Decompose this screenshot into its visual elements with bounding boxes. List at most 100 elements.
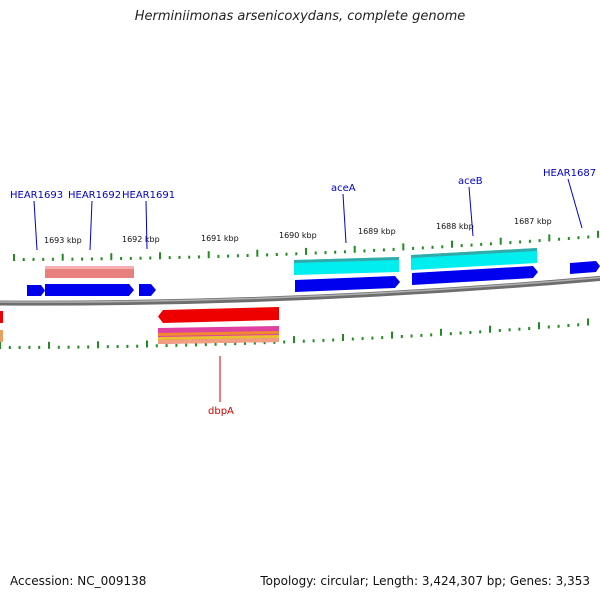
gene-arrow-hear1693[interactable]: [27, 285, 45, 296]
feature-cyan-edge-acea: [294, 257, 399, 263]
scale-label-1693: 1693 kbp: [44, 236, 82, 245]
gene-arrow-aceb[interactable]: [412, 266, 538, 285]
scale-reverse-tick: [322, 338, 325, 342]
gene-label-dbpa[interactable]: dbpA: [208, 406, 234, 417]
scale-forward-tick: [236, 254, 239, 258]
scale-reverse-tick: [126, 344, 129, 348]
scale-forward-tick: [460, 244, 463, 248]
scale-forward-tick: [558, 237, 561, 241]
scale-reverse-tick: [57, 345, 60, 349]
scale-label-1688: 1688 kbp: [436, 222, 474, 231]
leader-acea: [342, 193, 347, 244]
scale-forward-tick: [412, 246, 415, 250]
scale-reverse-tick: [77, 345, 80, 349]
scale-reverse-tick: [557, 324, 560, 328]
scale-reverse-tick: [567, 324, 570, 327]
gene-arrow-acea[interactable]: [295, 276, 400, 292]
scale-reverse-tick: [518, 327, 521, 331]
leader-hear1691: [145, 200, 148, 250]
scale-forward-tick: [392, 247, 395, 251]
scale-forward-tick: [402, 243, 405, 251]
scale-forward-tick: [353, 245, 356, 253]
scale-reverse-tick: [479, 330, 482, 334]
feature-left-edge-stack: [0, 330, 3, 342]
scale-reverse-tick: [498, 329, 501, 332]
scale-forward-tick: [587, 235, 590, 239]
scale-forward-tick: [188, 255, 191, 259]
scale-forward-tick: [528, 239, 531, 243]
map-title: Herminiimonas arsenicoxydans, complete g…: [134, 9, 466, 24]
scale-forward-tick: [295, 252, 298, 256]
scale-reverse-tick: [587, 318, 589, 326]
gene-label-hear1687[interactable]: HEAR1687: [543, 168, 596, 179]
scale-reverse-tick: [87, 345, 90, 349]
scale-reverse-tick: [224, 342, 227, 346]
scale-forward-tick: [470, 243, 473, 247]
scale-reverse-tick: [293, 336, 295, 344]
scale-reverse-tick: [400, 335, 403, 338]
scale-reverse-tick: [381, 336, 384, 340]
leader-hear1687: [567, 178, 583, 229]
scale-label-1687: 1687 kbp: [514, 217, 552, 226]
feature-stack-yellow: [158, 335, 279, 340]
scale-forward-tick: [81, 257, 84, 261]
gene-arrow-hear1691[interactable]: [139, 284, 156, 296]
gene-arrow-hear1692[interactable]: [45, 284, 134, 296]
scale-forward-tick: [227, 254, 230, 258]
scale-reverse-tick: [440, 328, 442, 336]
scale-forward-tick: [548, 234, 551, 242]
scale-forward-tick: [51, 257, 54, 261]
scale-reverse-tick: [351, 337, 354, 341]
scale-forward-tick: [577, 236, 580, 240]
scale-forward-tick: [597, 230, 599, 238]
scale-forward-tick: [324, 251, 327, 255]
scale-reverse-tick: [48, 341, 50, 349]
feature-salmon-highlight: [45, 266, 134, 269]
scale-reverse-tick: [371, 336, 374, 340]
scale-reverse-tick: [332, 338, 335, 342]
gene-label-hear1691[interactable]: HEAR1691: [122, 190, 175, 201]
scale-forward-tick: [538, 239, 541, 243]
scale-reverse-tick: [67, 345, 70, 349]
gene-label-acea[interactable]: aceA: [331, 183, 356, 194]
gene-arrow-dbpa[interactable]: [158, 307, 279, 323]
scale-reverse-tick: [430, 333, 433, 337]
scale-forward-tick: [509, 241, 512, 245]
genome-backbone: [0, 275, 600, 306]
scale-forward-tick: [480, 242, 483, 246]
gene-arrow-hear1687[interactable]: [570, 261, 600, 274]
feature-stack-peach: [158, 338, 279, 344]
scale-reverse-tick: [528, 327, 531, 330]
scale-reverse-tick: [420, 333, 423, 337]
scale-forward-tick: [110, 253, 113, 261]
scale-forward-tick: [373, 248, 376, 252]
scale-reverse-tick: [538, 322, 540, 330]
scale-forward-tick: [149, 256, 152, 260]
feature-cyan-edge-aceb: [411, 248, 537, 258]
scale-reverse-tick: [214, 342, 217, 346]
scale-forward-tick: [32, 257, 35, 261]
scale-forward-tick: [217, 254, 220, 258]
scale-forward-tick: [159, 252, 161, 260]
scale-forward-tick: [120, 257, 123, 260]
scale-forward-tick: [197, 255, 200, 259]
gene-arrow-left-edge[interactable]: [0, 311, 3, 323]
scale-forward-tick: [285, 252, 288, 256]
scale-reverse-tick: [0, 342, 1, 349]
scale-reverse-tick: [449, 332, 452, 336]
scale-forward-tick: [100, 257, 103, 261]
scale-reverse-tick: [97, 341, 99, 349]
scale-reverse-tick: [136, 344, 139, 348]
scale-forward-tick: [382, 248, 385, 252]
scale-forward-tick: [489, 242, 492, 246]
gene-label-hear1692[interactable]: HEAR1692: [68, 190, 121, 201]
scale-forward-tick: [451, 240, 453, 248]
gene-label-hear1693[interactable]: HEAR1693: [10, 190, 63, 201]
scale-reverse-tick: [577, 323, 580, 327]
scale-forward-tick: [334, 250, 337, 254]
scale-forward-tick: [266, 253, 269, 257]
scale-forward-tick: [61, 253, 64, 261]
gene-label-aceb[interactable]: aceB: [458, 176, 483, 187]
scale-reverse-tick: [253, 341, 256, 345]
